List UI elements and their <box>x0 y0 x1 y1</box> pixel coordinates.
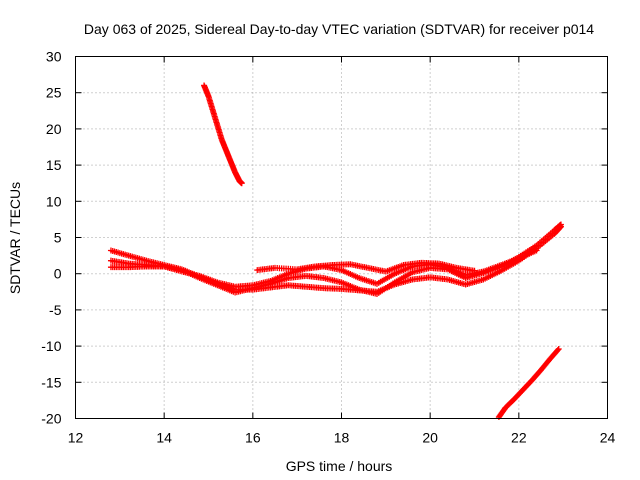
grid <box>75 56 608 419</box>
data-points <box>107 82 564 421</box>
axis-ticks: 12 14 16 18 20 22 24 -20 -15 -10 -5 0 5 10 15 20 25 30 <box>41 49 615 446</box>
x-tick-label: 16 <box>245 430 261 446</box>
data-point <box>557 221 564 228</box>
data-point <box>471 267 478 274</box>
chart-title: Day 063 of 2025, Sidereal Day-to-day VTE… <box>84 21 594 37</box>
x-tick-label: 14 <box>156 430 172 446</box>
y-tick-label: 15 <box>46 157 62 173</box>
data-point <box>238 180 245 187</box>
y-tick-label: 0 <box>54 266 62 282</box>
y-tick-label: -20 <box>41 411 61 427</box>
plot-frame <box>75 56 608 419</box>
y-tick-label: -15 <box>41 374 61 390</box>
y-axis-label: SDTVAR / TECUs <box>7 182 23 294</box>
x-axis-label: GPS time / hours <box>286 458 393 474</box>
data-point <box>533 247 540 254</box>
y-tick-label: -5 <box>49 302 62 318</box>
x-tick-label: 18 <box>334 430 350 446</box>
y-tick-label: 25 <box>46 85 62 101</box>
data-point <box>555 345 562 352</box>
data-point <box>554 347 561 354</box>
y-tick-label: -10 <box>41 338 61 354</box>
y-tick-label: 10 <box>46 193 62 209</box>
x-tick-label: 12 <box>68 430 84 446</box>
x-tick-label: 20 <box>422 430 438 446</box>
x-tick-label: 22 <box>511 430 527 446</box>
y-tick-label: 20 <box>46 121 62 137</box>
y-tick-label: 5 <box>54 230 62 246</box>
y-tick-label: 30 <box>46 49 62 65</box>
x-tick-label: 24 <box>600 430 616 446</box>
